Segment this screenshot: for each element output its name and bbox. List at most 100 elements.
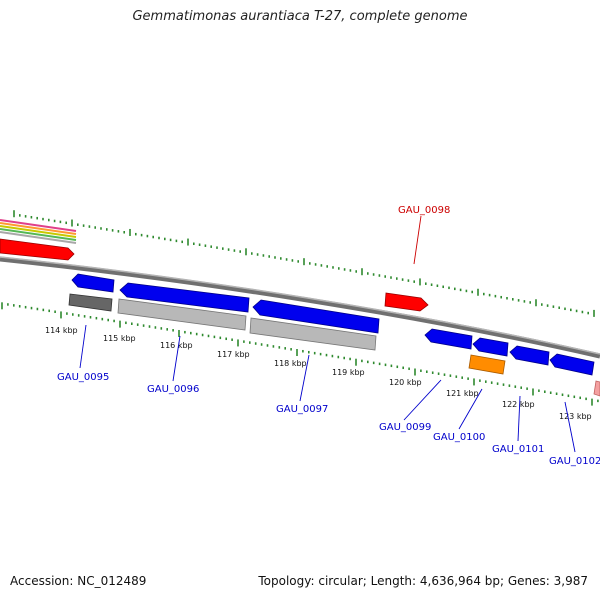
outer-ring-tick — [169, 238, 172, 242]
inner-ring-tick — [591, 398, 593, 406]
outer-ring-tick — [593, 309, 595, 317]
inner-ring-tick — [355, 358, 357, 366]
outer-ring-tick — [100, 227, 102, 230]
outer-ring-tick — [407, 279, 410, 282]
inner-ring-tick — [195, 332, 198, 336]
tick-label: 120 kbp — [389, 378, 422, 387]
outer-ring-tick — [558, 306, 560, 309]
gene-label[interactable]: GAU_0102 — [549, 456, 600, 467]
inner-ring-tick — [178, 329, 180, 337]
gene-gau-0095[interactable] — [68, 293, 113, 312]
inner-ring-tick — [131, 322, 133, 325]
inner-ring-tick — [555, 392, 558, 396]
inner-ring-tick — [426, 370, 428, 373]
outer-ring-tick — [500, 295, 502, 299]
inner-ring-tick — [272, 345, 275, 348]
gene-gau-0098[interactable] — [384, 292, 429, 312]
genome-summary-text: Topology: circular; Length: 4,636,964 bp… — [258, 574, 588, 588]
outer-ring-tick — [430, 283, 433, 286]
gene-gau-0102[interactable] — [549, 353, 595, 376]
gene-label[interactable]: GAU_0099 — [379, 422, 431, 433]
outer-ring-tick — [349, 269, 352, 272]
inner-ring-tick — [119, 320, 121, 328]
inner-ring-tick — [437, 372, 440, 375]
inner-ring-tick — [36, 307, 39, 311]
inner-ring-tick — [467, 377, 469, 380]
outer-ring-tick — [442, 285, 444, 289]
gene-gau-0096[interactable] — [117, 298, 247, 331]
inner-ring-tick — [378, 362, 381, 366]
outer-tick-ring — [13, 210, 595, 317]
outer-ring-tick — [158, 236, 160, 240]
outer-ring-tick — [320, 264, 323, 267]
inner-ring-tick — [30, 306, 33, 310]
inner-ring-tick — [60, 311, 62, 319]
inner-ring-tick — [319, 352, 322, 356]
gene-gau-0096-blue[interactable] — [119, 282, 250, 313]
outer-ring-tick — [401, 278, 404, 281]
outer-ring-tick — [53, 219, 56, 223]
outer-ring-tick — [285, 258, 288, 261]
gene-leader-line — [403, 379, 442, 421]
gene-gau-0100[interactable] — [468, 354, 506, 375]
gene-label[interactable]: GAU_0098 — [398, 205, 450, 216]
inner-ring-tick — [7, 303, 9, 306]
outer-ring-tick — [436, 284, 439, 288]
gene-gau-0101[interactable] — [509, 345, 550, 366]
gene-leader-line — [299, 354, 310, 402]
outer-ring-tick — [48, 218, 50, 222]
outer-ring-tick — [204, 244, 207, 247]
inner-ring-tick — [225, 337, 227, 341]
inner-ring-tick — [496, 382, 499, 385]
gene-label[interactable]: GAU_0101 — [492, 444, 544, 455]
gene-label[interactable]: GAU_0097 — [276, 404, 328, 415]
outer-ring-tick — [268, 255, 270, 258]
inner-ring-tick — [490, 381, 493, 384]
inner-ring-tick — [190, 331, 192, 335]
outer-ring-tick — [494, 294, 497, 298]
inner-ring-tick — [172, 329, 174, 332]
outer-ring-tick — [13, 210, 15, 218]
outer-ring-tick — [419, 278, 421, 286]
gene-gau-0099[interactable] — [424, 328, 473, 350]
outer-ring-tick — [262, 254, 265, 257]
gene-gau-0097-blue[interactable] — [252, 299, 380, 334]
outer-ring-tick — [42, 217, 44, 221]
inner-ring-tick — [184, 330, 186, 334]
tick-label: 119 kbp — [332, 368, 365, 377]
gene-gau-0100-blue[interactable] — [472, 337, 509, 357]
gene-label[interactable]: GAU_0100 — [433, 432, 485, 443]
outer-ring-tick — [309, 262, 311, 265]
gene-reverse-1[interactable] — [71, 273, 115, 293]
inner-ring-tick — [260, 343, 263, 346]
inner-ring-tick — [249, 341, 251, 344]
inner-ring-tick — [532, 388, 534, 396]
inner-ring-tick — [48, 309, 50, 313]
accession-text: Accession: NC_012489 — [10, 574, 147, 588]
tick-label: 117 kbp — [217, 350, 250, 359]
inner-ring-tick — [449, 374, 452, 377]
inner-ring-tick — [24, 305, 27, 309]
inner-ring-tick — [95, 316, 98, 320]
outer-ring-tick — [564, 307, 566, 311]
reverse-strand-genes — [68, 273, 600, 397]
outer-ring-tick — [256, 253, 259, 256]
outer-ring-tick — [88, 225, 91, 228]
inner-ring-tick — [266, 344, 269, 347]
inner-ring-tick — [579, 396, 581, 400]
gene-forward-left[interactable] — [0, 238, 75, 261]
inner-ring-tick — [237, 339, 239, 347]
outer-ring-tick — [77, 223, 79, 226]
inner-ring-tick — [390, 364, 393, 368]
gene-edge-pink[interactable] — [593, 380, 600, 397]
outer-ring-tick — [36, 216, 38, 220]
inner-ring-tick — [284, 347, 286, 350]
outer-ring-tick — [123, 231, 125, 234]
outer-ring-tick — [570, 308, 572, 312]
gene-gau-0097[interactable] — [249, 317, 377, 351]
inner-ring-tick — [136, 323, 139, 326]
gene-label[interactable]: GAU_0095 — [57, 372, 109, 383]
outer-ring-tick — [465, 289, 468, 293]
gene-label[interactable]: GAU_0096 — [147, 384, 199, 395]
